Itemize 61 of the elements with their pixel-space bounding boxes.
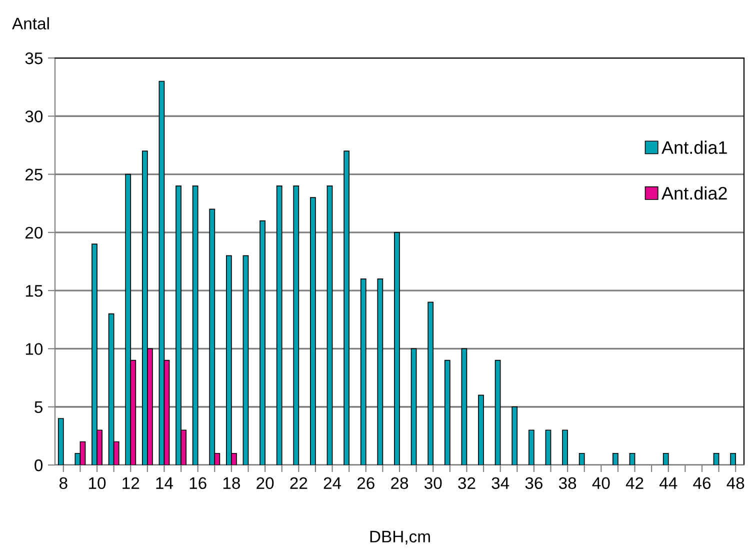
bar bbox=[461, 348, 468, 465]
x-tick-label: 22 bbox=[290, 477, 308, 489]
y-tick-label: 25 bbox=[25, 168, 42, 180]
y-tick-label: 5 bbox=[34, 401, 42, 414]
x-tick-label: 38 bbox=[558, 477, 576, 490]
y-tick-label: 20 bbox=[25, 226, 43, 239]
x-tick-label: 8 bbox=[59, 477, 68, 490]
bar bbox=[410, 348, 417, 465]
bar bbox=[545, 430, 552, 465]
x-tick-label: 16 bbox=[190, 477, 206, 490]
y-tick-label: 35 bbox=[25, 52, 42, 64]
bar bbox=[612, 452, 618, 465]
bar bbox=[528, 430, 534, 465]
x-tick-label: 42 bbox=[626, 477, 644, 489]
bar bbox=[713, 452, 720, 465]
x-axis-title: DBH,cm bbox=[370, 530, 430, 544]
x-tick-label: 32 bbox=[458, 477, 476, 490]
bar bbox=[360, 278, 366, 465]
x-tick-label: 26 bbox=[357, 477, 374, 490]
y-tick-label: 30 bbox=[25, 110, 43, 122]
legend-label: Ant.dia2 bbox=[662, 186, 727, 200]
x-tick-label: 28 bbox=[391, 477, 408, 490]
bar bbox=[428, 302, 434, 465]
x-tick-label: 20 bbox=[256, 477, 274, 490]
bar bbox=[394, 232, 400, 465]
y-axis-title: Antal bbox=[12, 17, 49, 30]
bar bbox=[629, 452, 636, 465]
x-tick-label: 30 bbox=[424, 477, 442, 490]
x-tick-label: 36 bbox=[525, 477, 542, 490]
y-tick-label: 15 bbox=[26, 285, 42, 297]
legend-label: Ant.dia1 bbox=[662, 140, 727, 154]
x-tick-label: 40 bbox=[592, 477, 610, 490]
bar bbox=[578, 452, 585, 465]
x-tick-label: 34 bbox=[492, 477, 510, 490]
bar bbox=[562, 430, 568, 465]
bar bbox=[662, 452, 669, 465]
y-tick-label: 0 bbox=[34, 459, 43, 472]
bar bbox=[377, 278, 384, 465]
x-tick-label: 24 bbox=[324, 477, 342, 489]
x-tick-label: 18 bbox=[223, 477, 240, 490]
bar bbox=[344, 150, 350, 465]
bar bbox=[326, 185, 333, 465]
bar bbox=[260, 220, 266, 465]
bar bbox=[310, 197, 316, 465]
bar bbox=[293, 185, 300, 465]
bar bbox=[242, 255, 249, 465]
bar bbox=[730, 452, 736, 465]
x-tick-label: 46 bbox=[693, 477, 711, 490]
x-tick-label: 12 bbox=[122, 477, 140, 489]
x-tick-label: 10 bbox=[89, 477, 106, 490]
bar bbox=[276, 185, 282, 465]
bar bbox=[494, 360, 501, 465]
x-tick-label: 48 bbox=[726, 477, 744, 490]
y-tick-label: 10 bbox=[26, 343, 43, 355]
bar bbox=[478, 394, 484, 465]
bar bbox=[444, 360, 450, 465]
bar bbox=[58, 418, 64, 465]
x-tick-label: 14 bbox=[156, 477, 174, 489]
bar bbox=[512, 406, 518, 465]
x-tick-label: 44 bbox=[659, 477, 678, 489]
bar bbox=[192, 185, 198, 465]
